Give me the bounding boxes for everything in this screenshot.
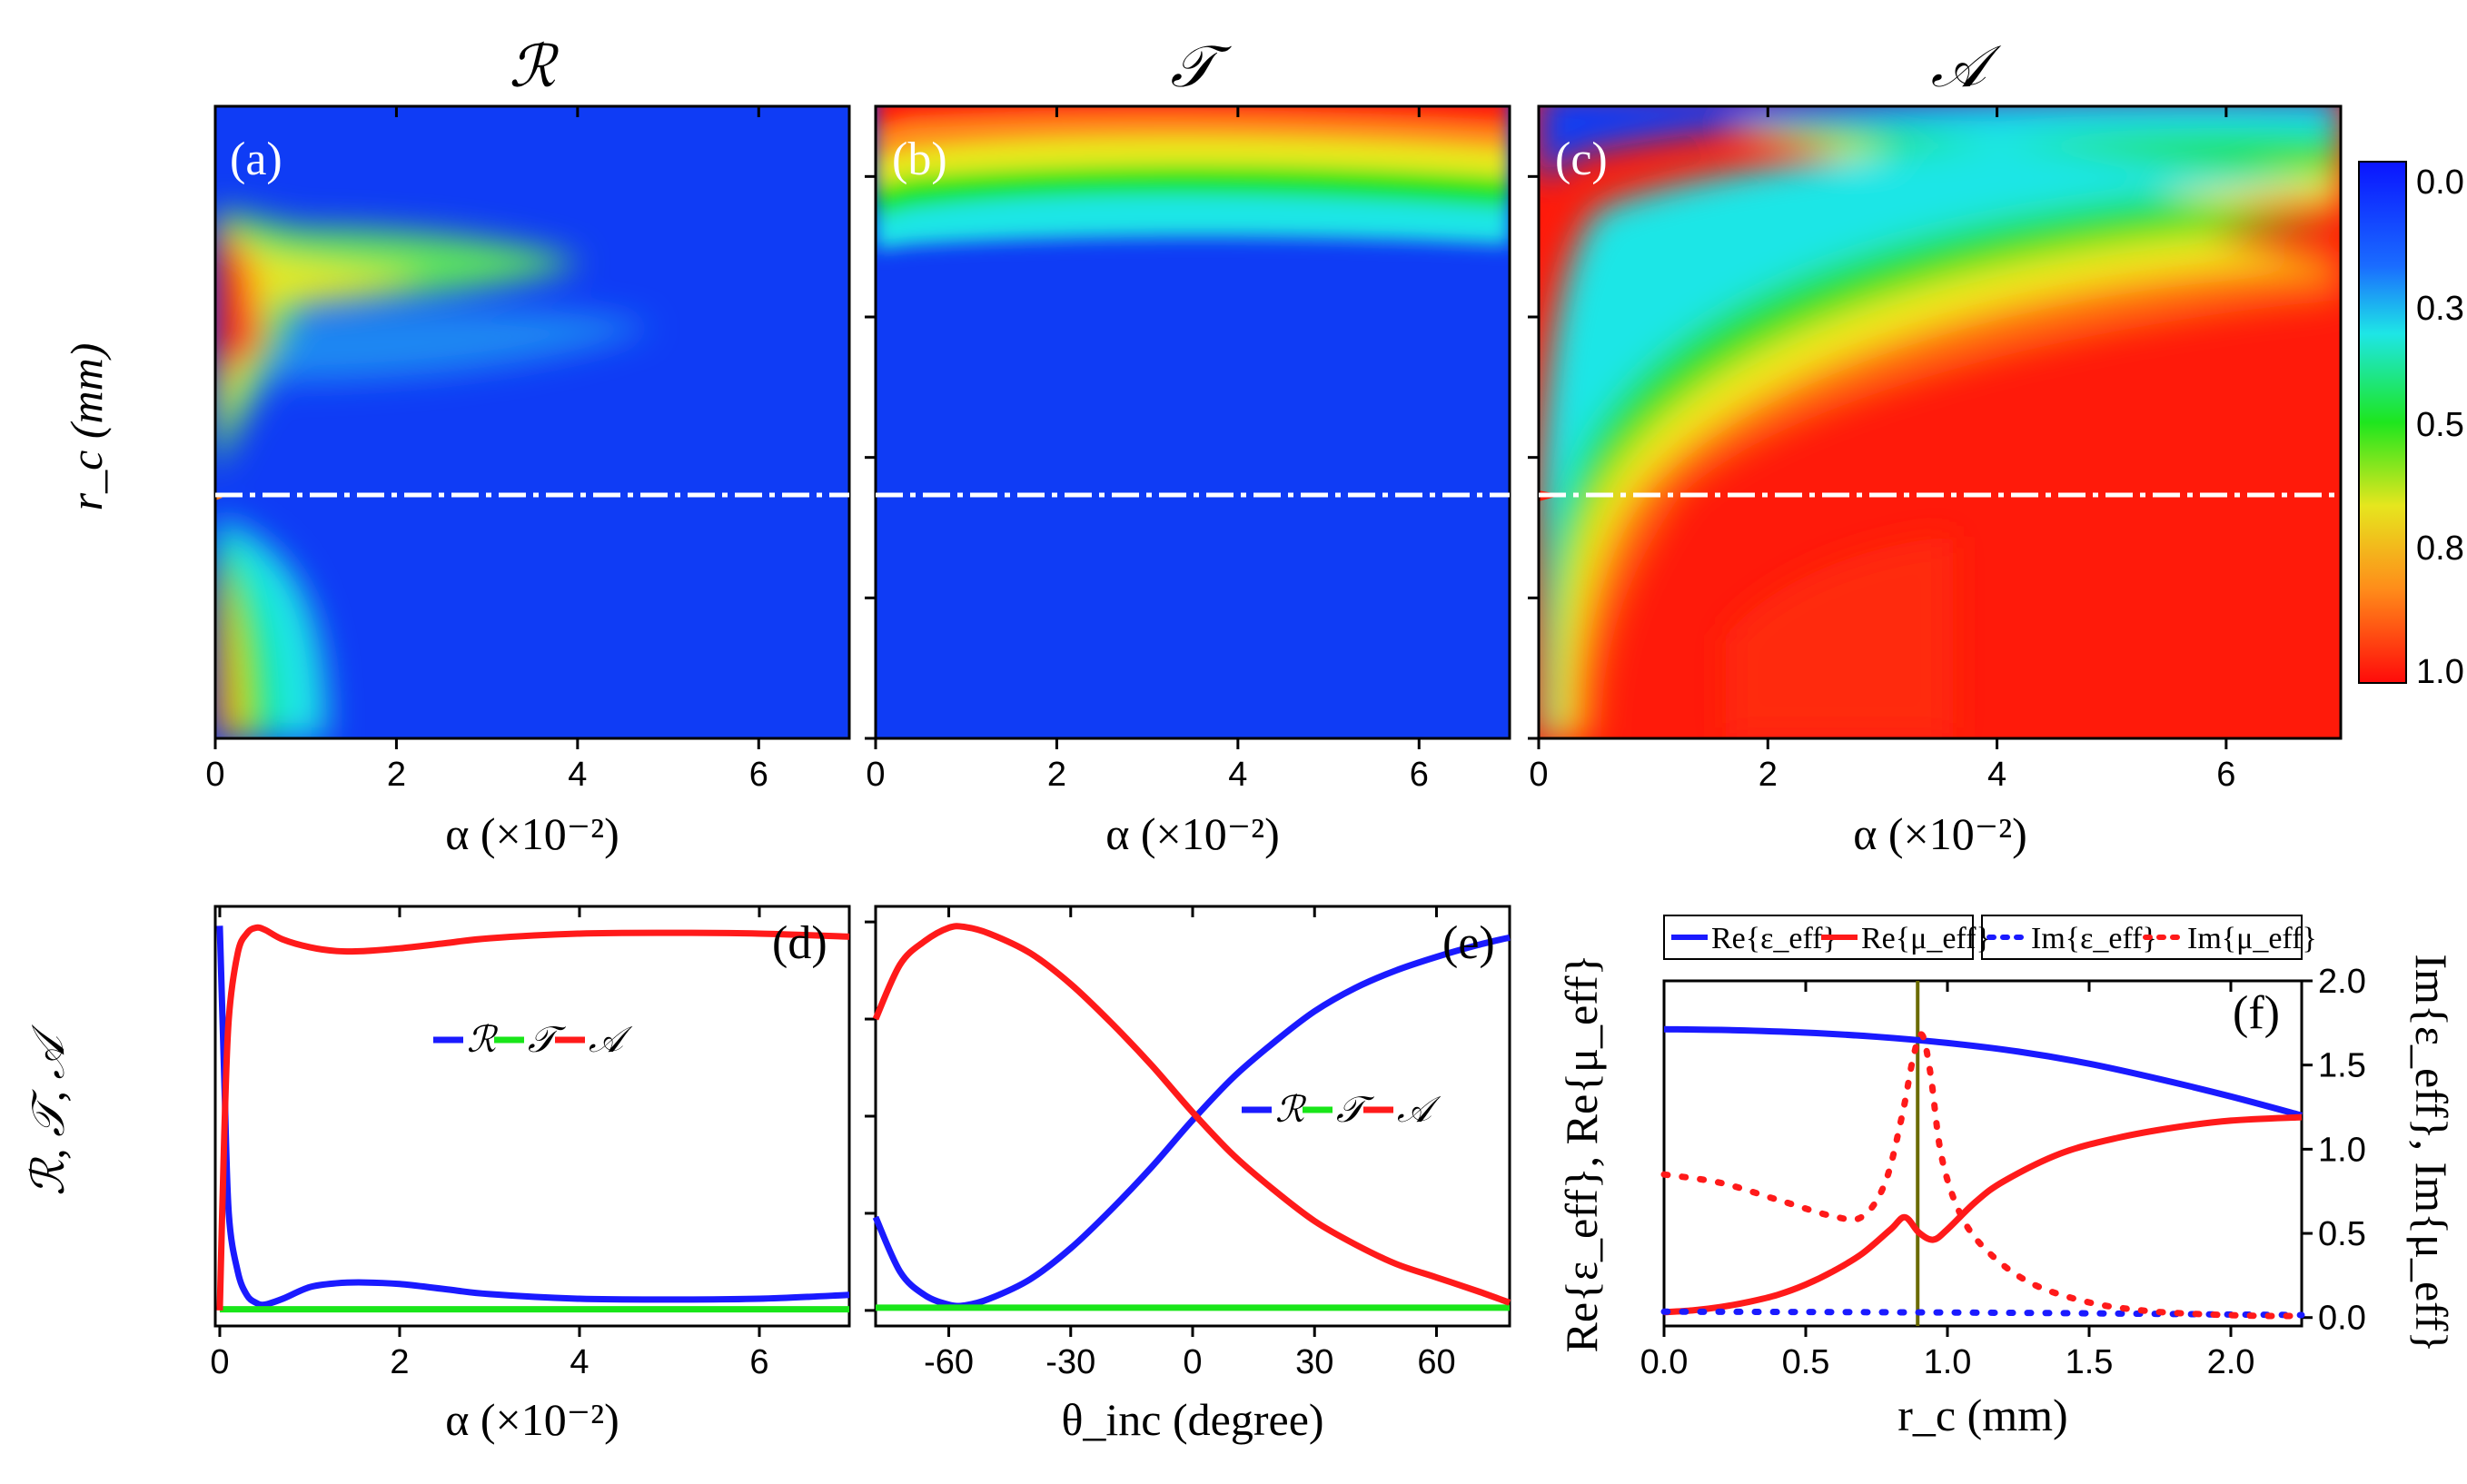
x-tick-label: 0 (205, 756, 224, 794)
axes-e: -60 -30 0 30 60 (865, 906, 1456, 1381)
colorbar-tick: 1.0 (2416, 653, 2464, 691)
x-tick-label: 4 (568, 756, 587, 794)
series-line-Im{μ_eff} (1660, 1031, 2305, 1320)
series-f (1660, 981, 2305, 1326)
panel-title-c: 𝒜 (1931, 35, 2002, 99)
series-e (872, 923, 1511, 1311)
panel-label-b: (b) (892, 134, 947, 185)
x-tick-label: 2.0 (2207, 1343, 2255, 1381)
legend-e-R: ℛ (1275, 1089, 1307, 1130)
ylabel-a: r_c (mm) (61, 343, 112, 511)
x-tick-label: 0 (1183, 1343, 1202, 1381)
x-tick-label: 2 (387, 756, 406, 794)
panel-label-f: (f) (2233, 987, 2280, 1039)
xlabel-a: α (×10⁻²) (445, 808, 619, 859)
x-tick-label: 30 (1295, 1343, 1333, 1381)
series-d (216, 924, 850, 1313)
legend-f-re-eps: Re{ε_eff} (1711, 922, 1838, 955)
y2label-f: Im{ε_eff}, Im{μ_eff} (2406, 954, 2457, 1352)
x-tick-label: 4 (1987, 756, 2006, 794)
x-tick-label: 4 (570, 1343, 589, 1381)
x-tick-label: 2 (1047, 756, 1066, 794)
x-tick-label: 6 (2216, 756, 2235, 794)
colorbar-tick: 0.8 (2416, 529, 2464, 568)
heatmap-a: (a) ℛ (213, 35, 851, 740)
y2-tick-label: 0.5 (2318, 1215, 2366, 1253)
legend-f: Re{ε_eff} Re{μ_eff} Im{ε_eff} Im{μ_eff} (1663, 915, 2317, 960)
x-tick-label: -60 (924, 1343, 974, 1381)
colorbar-tick: 0.0 (2416, 163, 2464, 202)
x-tick-label: 6 (1410, 756, 1429, 794)
panel-label-a: (a) (230, 134, 282, 185)
xlabel-d: α (×10⁻²) (445, 1394, 619, 1445)
x-tick-label: 0 (1529, 756, 1548, 794)
x-tick-label: 0.0 (1640, 1343, 1689, 1381)
x-tick-label: 0.5 (1782, 1343, 1830, 1381)
legend-f-im-eps: Im{ε_eff} (2031, 922, 2157, 955)
series-line-ℛ (216, 925, 850, 1309)
axes-b: 0 2 4 6 (865, 106, 1429, 794)
panel-title-a: ℛ (509, 35, 559, 99)
series-line-Re{ε_eff} (1663, 1025, 2303, 1119)
panel-label-e: (e) (1442, 917, 1495, 969)
xlabel-c: α (×10⁻²) (1853, 808, 2027, 859)
heatmap-a-field (215, 106, 849, 738)
series-line-Re{μ_eff} (1663, 1113, 2303, 1316)
heatmap-b: (b) 𝒯 (874, 35, 1511, 740)
heatmap-c-field (1539, 106, 2341, 738)
ylabel-f: Re{ε_eff}, Re{μ_eff} (1556, 954, 1607, 1352)
ylabel-d: ℛ, 𝒯, 𝒜 (23, 1024, 74, 1196)
x-tick-label: -30 (1045, 1343, 1095, 1381)
panel-label-d: (d) (772, 917, 827, 969)
xlabel-f: r_c (mm) (1897, 1390, 2067, 1440)
x-tick-label: 60 (1417, 1343, 1455, 1381)
x-tick-label: 0 (866, 756, 885, 794)
axes-f: 0.0 0.5 1.0 1.5 2.0 0.0 0.5 1.0 1.5 2.0 (1640, 963, 2366, 1381)
series-line-𝒜 (216, 924, 850, 1311)
x-tick-label: 0 (210, 1343, 229, 1381)
colorbar-tick: 0.3 (2416, 290, 2464, 328)
y2-tick-label: 0.0 (2318, 1300, 2366, 1338)
y2-tick-label: 1.0 (2318, 1131, 2366, 1169)
colorbar: 0.0 0.3 0.5 0.8 1.0 (2358, 161, 2464, 691)
colorbar-ticks: 0.0 0.3 0.5 0.8 1.0 (2416, 163, 2464, 691)
x-tick-label: 1.0 (1924, 1343, 1972, 1381)
x-tick-label: 4 (1228, 756, 1247, 794)
heatmap-c: (c) 𝒜 (1537, 35, 2343, 740)
x-tick-label: 6 (749, 1343, 768, 1381)
xlabel-e: θ_inc (degree) (1061, 1394, 1323, 1445)
y2-tick-label: 2.0 (2318, 963, 2366, 1001)
panel-title-b: 𝒯 (1170, 35, 1232, 99)
legend-f-re-mu: Re{μ_eff} (1861, 922, 1991, 955)
legend-d-R: ℛ (467, 1019, 499, 1060)
heatmap-b-field (876, 106, 1510, 738)
x-tick-label: 6 (749, 756, 768, 794)
x-tick-label: 2 (1759, 756, 1778, 794)
x-tick-label: 1.5 (2066, 1343, 2114, 1381)
plot-f: 0.0 0.5 1.0 1.5 2.0 0.0 0.5 1.0 1.5 2.0 (f) Re{ε_… (1556, 915, 2457, 1440)
series-line-𝒜 (872, 923, 1511, 1306)
x-tick-label: 2 (390, 1343, 409, 1381)
panel-label-c: (c) (1555, 134, 1608, 185)
plot-e: -60 -30 0 30 60 (e) ℛ 𝒯 𝒜 θ_inc (degree) (865, 905, 1511, 1445)
axes-c: 0 2 4 6 (1528, 106, 2235, 794)
axes-a: 0 2 4 6 (205, 106, 768, 794)
axes-d: 0 2 4 6 (210, 906, 769, 1381)
legend-f-im-mu: Im{μ_eff} (2187, 922, 2317, 955)
y2-tick-label: 1.5 (2318, 1047, 2366, 1085)
xlabel-b: α (×10⁻²) (1105, 808, 1280, 859)
colorbar-tick: 0.5 (2416, 406, 2464, 444)
